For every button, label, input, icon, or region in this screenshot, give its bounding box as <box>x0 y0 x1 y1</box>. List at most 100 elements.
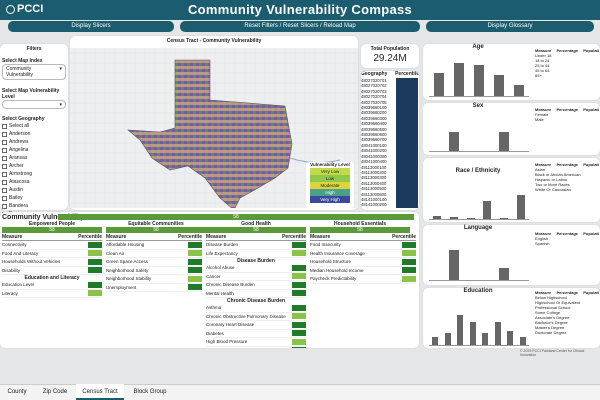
checkbox-icon[interactable] <box>2 155 7 161</box>
measure-row[interactable]: Cancer <box>206 273 306 281</box>
geography-option[interactable]: Aransas <box>2 154 66 162</box>
chart-bar[interactable] <box>449 216 459 220</box>
measure-row[interactable]: Education Level <box>2 281 102 290</box>
table-row[interactable]: 48113000600 <box>361 191 419 197</box>
measure-row[interactable]: Food And Literacy <box>2 250 102 258</box>
measure-row[interactable]: Chronic Obstructive Pulmonary Disease <box>206 313 306 321</box>
checkbox-icon[interactable] <box>2 187 7 193</box>
chart-bar[interactable] <box>444 332 451 346</box>
table-row[interactable]: Male <box>535 117 599 122</box>
checkbox-icon[interactable] <box>2 171 7 177</box>
geography-option[interactable]: Select all <box>2 122 66 130</box>
chart-bar[interactable] <box>519 337 526 346</box>
table-row[interactable]: 48041000300 <box>361 153 419 160</box>
chart-bar[interactable] <box>474 65 484 97</box>
chart-bar[interactable] <box>454 63 464 97</box>
table-row[interactable]: 48141000100 <box>361 196 419 203</box>
chart-bar[interactable] <box>494 321 501 346</box>
measure-row[interactable]: Clean Air <box>106 250 202 258</box>
table-row[interactable]: 48113000500 <box>361 186 419 192</box>
measure-row[interactable]: Neighborhood Stability <box>106 275 202 284</box>
checkbox-icon[interactable] <box>2 139 7 145</box>
measure-row[interactable]: Households Without Vehicles <box>2 258 102 267</box>
chart-bar[interactable] <box>516 195 525 220</box>
table-row[interactable]: Master's Degree <box>535 325 599 330</box>
table-row[interactable]: 48039660700 <box>361 137 419 143</box>
table-row[interactable]: Asian <box>535 167 599 172</box>
geography-option[interactable]: Atascosa <box>2 178 66 186</box>
measure-row[interactable]: Unemployment <box>106 284 202 292</box>
table-row[interactable]: 48039660200 <box>361 110 419 116</box>
table-row[interactable]: 48039660500 <box>361 126 419 133</box>
map-level-dropdown[interactable]: ▾ <box>2 100 66 109</box>
geography-option[interactable]: Bailey <box>2 194 66 202</box>
table-row[interactable]: 45 to 64 <box>535 68 599 73</box>
tab-county[interactable]: County <box>7 389 27 395</box>
table-row[interactable]: 48027020704 <box>361 94 419 100</box>
table-row[interactable]: Associate's Degree <box>535 315 599 320</box>
measure-row[interactable]: Food Insecurity <box>310 241 416 250</box>
chart-bar[interactable] <box>514 85 524 97</box>
table-row[interactable]: Two or More Races <box>535 182 599 187</box>
reset-filters-button[interactable]: Reset Filters / Reset Slicers / Reload M… <box>180 21 420 32</box>
measure-row[interactable]: Chronic Disease Burden <box>206 281 306 290</box>
measure-row[interactable]: Obesity <box>206 347 306 348</box>
geography-option[interactable]: Andrews <box>2 138 66 146</box>
measure-row[interactable]: Disease Burden <box>206 241 306 250</box>
geography-option[interactable]: Anderson <box>2 130 66 138</box>
measure-row[interactable]: Disability <box>2 267 102 275</box>
table-row[interactable]: Highschool Or Equivalent <box>535 300 599 305</box>
tab-zip-code[interactable]: Zip Code <box>42 389 68 395</box>
table-row[interactable]: 48113000200 <box>361 169 419 176</box>
geography-option[interactable]: Bandera <box>2 202 66 210</box>
table-row[interactable]: 65+ <box>535 73 599 78</box>
table-row[interactable]: 18 to 24 <box>535 58 599 63</box>
chart-bar[interactable] <box>469 321 476 346</box>
table-row[interactable]: 48027020702 <box>361 83 419 89</box>
display-slicers-button[interactable]: Display Slicers <box>8 21 174 32</box>
table-row[interactable]: 48039660300 <box>361 115 419 122</box>
chart-bar[interactable] <box>483 201 492 220</box>
measure-row[interactable]: Median Household Income <box>310 267 416 275</box>
chart-bar[interactable] <box>499 132 509 152</box>
measure-row[interactable]: Mental Health <box>206 290 306 298</box>
display-glossary-button[interactable]: Display Glossary <box>426 21 594 32</box>
texas-shape[interactable] <box>127 59 293 208</box>
checkbox-icon[interactable] <box>2 203 7 209</box>
measure-row[interactable]: Life Expectancy <box>206 250 306 258</box>
geography-option[interactable]: Austin <box>2 186 66 194</box>
measure-row[interactable]: Health Insurance Coverage <box>310 250 416 258</box>
measure-row[interactable]: Paycheck Predictability <box>310 275 416 284</box>
table-row[interactable]: 48027020705 <box>361 99 419 106</box>
tab-census-tract[interactable]: Census Tract <box>76 384 124 400</box>
map-index-dropdown[interactable]: Community Vulnerability ▾ <box>2 64 66 80</box>
measure-row[interactable]: Green Space Access <box>106 258 202 267</box>
table-row[interactable]: 48113000300 <box>361 175 419 181</box>
geography-option[interactable]: Archer <box>2 162 66 170</box>
table-row[interactable]: 48039660100 <box>361 105 419 111</box>
checkbox-icon[interactable] <box>2 147 7 153</box>
table-row[interactable]: 48039660400 <box>361 121 419 127</box>
measure-row[interactable]: Literacy <box>2 290 102 298</box>
table-row[interactable]: White Or Caucasian <box>535 187 599 192</box>
table-row[interactable]: Professional School <box>535 305 599 310</box>
chart-bar[interactable] <box>449 132 459 152</box>
table-row[interactable]: Some College <box>535 310 599 315</box>
table-row[interactable]: 48041000100 <box>361 142 419 149</box>
chart-bar[interactable] <box>433 216 442 220</box>
table-row[interactable]: English <box>535 236 599 241</box>
measure-row[interactable]: Diabetes <box>206 330 306 338</box>
measure-row[interactable]: Affordable Housing <box>106 241 202 250</box>
chart-bar[interactable] <box>432 337 439 346</box>
measure-row[interactable]: Neighborhood Safety <box>106 267 202 275</box>
table-row[interactable]: Doctorate Degree <box>535 330 599 335</box>
table-row[interactable]: 48113000100 <box>361 164 419 170</box>
table-row[interactable]: Bachelor's Degree <box>535 320 599 325</box>
table-row[interactable]: 48027020703 <box>361 88 419 95</box>
measure-row[interactable]: Household Structure <box>310 258 416 267</box>
table-row[interactable]: Black or African American <box>535 172 599 177</box>
table-row[interactable]: Below Highschool <box>535 295 599 300</box>
table-row[interactable]: 48141000200 <box>361 202 419 208</box>
measure-row[interactable]: Asthma <box>206 304 306 313</box>
checkbox-icon[interactable] <box>2 131 7 137</box>
